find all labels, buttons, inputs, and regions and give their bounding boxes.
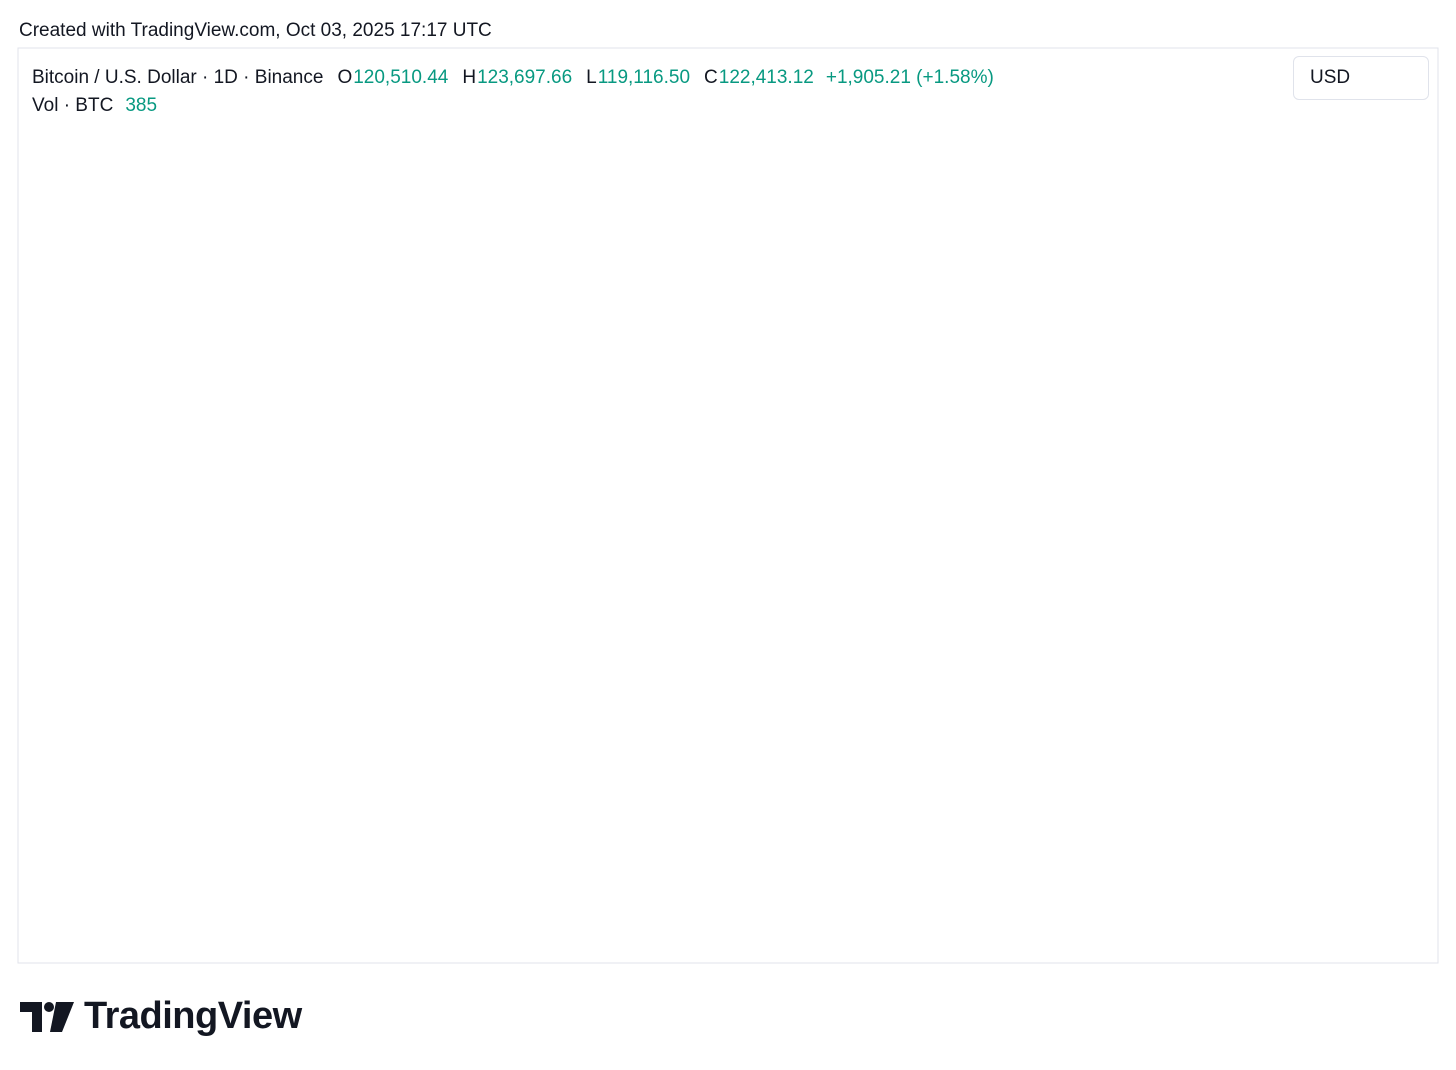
change: +1,905.21 (+1.58%): [825, 67, 994, 88]
footer: TradingView: [20, 995, 302, 1038]
currency-button[interactable]: USD: [1293, 56, 1429, 100]
volume-title: Vol · BTC: [32, 95, 114, 116]
close-key: C: [704, 67, 718, 88]
open-value: 120,510.44: [353, 67, 449, 88]
low-key: L: [586, 67, 597, 88]
high-value: 123,697.66: [477, 67, 573, 88]
volume-value: 385: [125, 95, 158, 116]
close-value: 122,413.12: [718, 67, 814, 88]
high-key: H: [462, 67, 477, 88]
chart-frame: [17, 47, 1439, 964]
symbol: Bitcoin / U.S. Dollar · 1D · Binance: [32, 67, 324, 88]
legend-ohlc: Bitcoin / U.S. Dollar · 1D · Binance O 12…: [32, 67, 994, 89]
logo: [20, 1001, 74, 1032]
open-key: O: [337, 67, 353, 88]
brand: TradingView: [84, 995, 302, 1037]
watermark-header: Created with TradingView.com, Oct 03, 20…: [19, 20, 492, 41]
legend-volume: Vol · BTC 385: [32, 95, 994, 117]
low-value: 119,116.50: [597, 67, 691, 88]
legend: Bitcoin / U.S. Dollar · 1D · Binance O 12…: [32, 67, 994, 123]
